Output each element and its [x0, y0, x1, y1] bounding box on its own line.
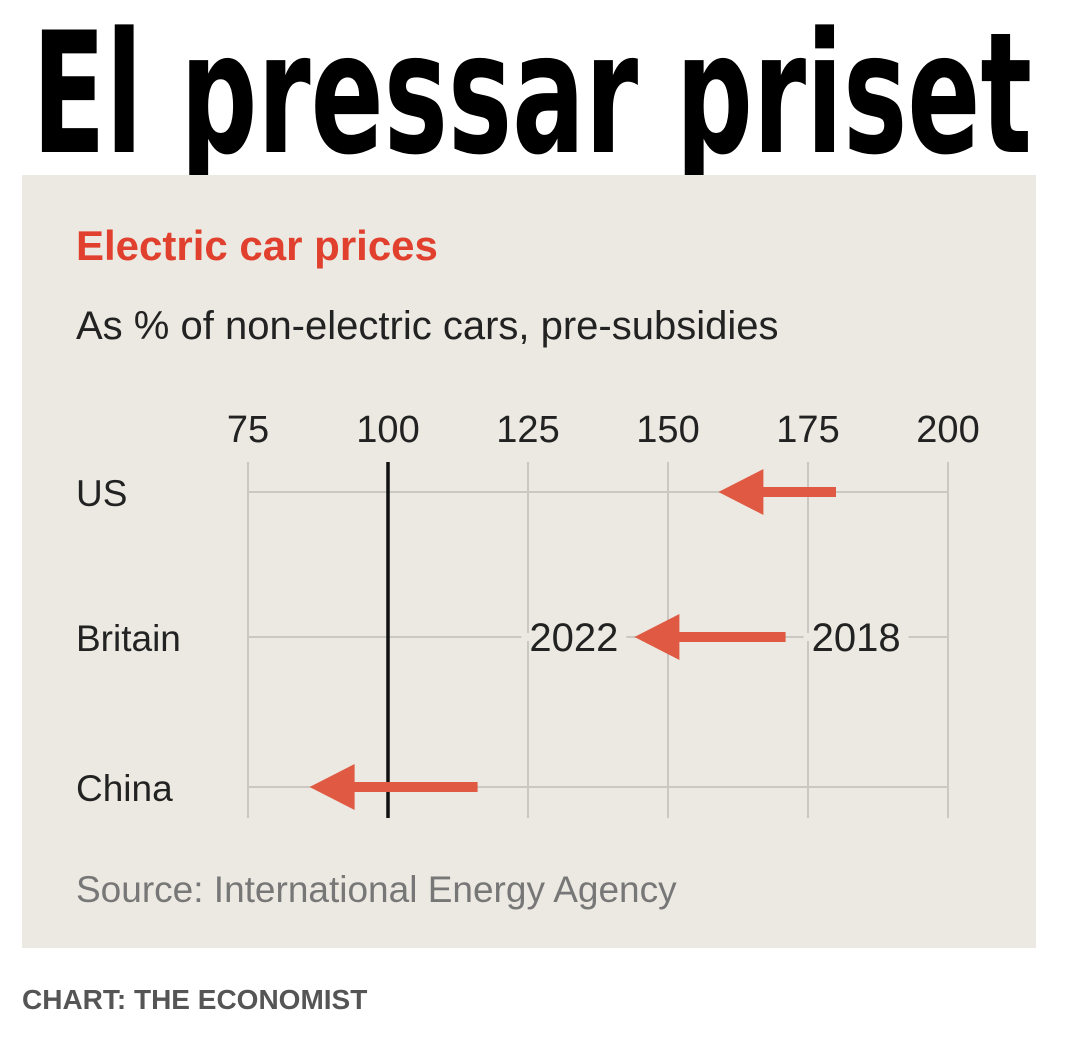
chart-title: Electric car prices — [76, 222, 438, 269]
category-label: China — [76, 768, 173, 809]
arrow — [634, 614, 786, 660]
arrow — [718, 469, 836, 515]
label-background — [803, 633, 909, 641]
arrow — [309, 764, 478, 810]
category-label: Britain — [76, 618, 181, 659]
x-tick-label: 125 — [496, 409, 559, 451]
x-tick-label: 175 — [776, 409, 839, 451]
source: Source: International Energy Agency — [76, 869, 677, 910]
x-tick-label: 150 — [636, 409, 699, 451]
chart-subtitle: As % of non-electric cars, pre-subsidies — [76, 304, 779, 348]
category-label: US — [76, 473, 127, 514]
series-label: 2018 — [812, 616, 901, 660]
label-background — [521, 633, 627, 641]
credit: CHART: THE ECONOMIST — [22, 984, 367, 1015]
plot: 75 100 125 150 175 200 US Britain China 2022 2018 — [76, 409, 980, 818]
x-tick-label: 75 — [227, 409, 269, 451]
series-label: 2022 — [529, 616, 618, 660]
x-tick-label: 100 — [356, 409, 419, 451]
x-tick-label: 200 — [916, 409, 979, 451]
headline: El pressar priset — [32, 0, 1032, 192]
